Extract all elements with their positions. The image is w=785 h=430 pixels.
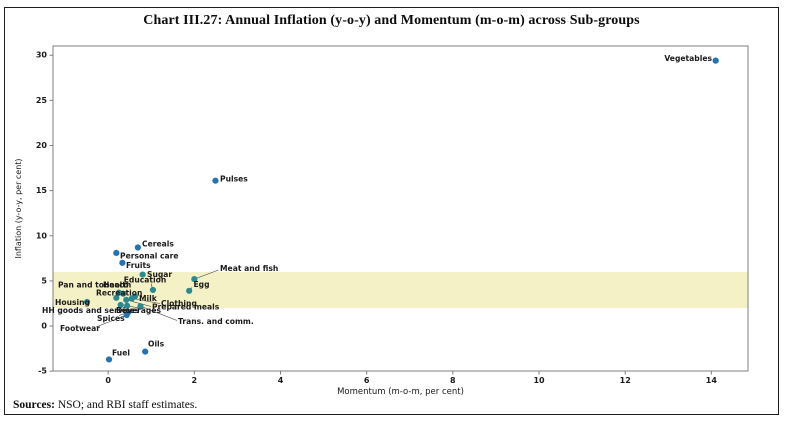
tolerance-band	[53, 271, 748, 308]
x-tick-label: 10	[533, 376, 545, 385]
y-tick-label: 0	[41, 322, 47, 331]
data-point	[712, 57, 719, 64]
point-label: Beverages	[116, 306, 161, 315]
point-label: Spices	[97, 314, 125, 323]
data-point	[186, 287, 193, 294]
data-point	[139, 271, 146, 278]
label-leader-line	[95, 314, 127, 328]
point-label: Egg	[194, 280, 210, 289]
point-label: Clothing	[161, 299, 197, 308]
y-tick-label: 25	[36, 96, 48, 105]
point-label: Footwear	[60, 324, 100, 333]
data-point	[123, 296, 130, 303]
point-label: Personal care	[120, 252, 179, 261]
x-tick-label: 0	[105, 376, 111, 385]
data-point	[149, 286, 157, 294]
label-leader-line	[131, 298, 161, 304]
figure-border	[4, 7, 779, 415]
data-point	[212, 177, 219, 184]
data-point	[134, 244, 141, 251]
y-tick-label: 15	[36, 186, 48, 195]
y-tick-label: -5	[38, 367, 47, 376]
point-label: Sugar	[147, 270, 172, 279]
x-tick-label: 6	[364, 376, 370, 385]
y-tick-label: 10	[36, 231, 48, 240]
data-point	[123, 311, 130, 319]
point-label: Recreation	[96, 289, 142, 298]
data-point	[142, 348, 149, 355]
x-axis-title: Momentum (m-o-m, per cent)	[337, 387, 464, 397]
data-point	[117, 301, 124, 309]
label-leader-line	[140, 305, 178, 321]
data-point	[124, 302, 131, 309]
point-label: Housing	[55, 298, 90, 307]
chart-title: Chart III.27: Annual Inflation (y-o-y) a…	[143, 13, 640, 28]
data-point	[120, 290, 127, 297]
point-label: HH goods and services	[42, 306, 140, 315]
point-label: Fruits	[126, 261, 151, 270]
point-label: Milk	[139, 294, 158, 303]
x-tick-label: 2	[192, 376, 198, 385]
x-tick-label: 12	[620, 376, 631, 385]
sources-label: Sources:	[13, 399, 55, 411]
sources-text: NSO; and RBI staff estimates.	[54, 399, 198, 411]
data-point	[113, 294, 120, 301]
x-tick-label: 14	[706, 376, 718, 385]
data-point	[128, 295, 135, 302]
sources-note: Sources: NSO; and RBI staff estimates.	[13, 399, 197, 411]
point-label: Prepared meals	[152, 303, 220, 312]
x-tick-label: 8	[450, 376, 456, 385]
point-label: Pan and tobacco	[58, 281, 129, 290]
y-tick-label: 30	[36, 51, 48, 60]
data-point	[105, 356, 113, 363]
point-label: Oils	[148, 340, 165, 349]
plot-frame	[52, 45, 749, 372]
point-label: Education	[124, 276, 167, 285]
point-label: Health	[103, 281, 131, 290]
label-leader-line	[194, 269, 219, 280]
y-tick-label: 5	[41, 276, 47, 285]
point-label: Trans. and comm.	[178, 317, 254, 326]
point-label: Pulses	[220, 175, 248, 184]
data-point	[113, 249, 120, 257]
point-label: Cereals	[142, 240, 174, 249]
y-tick-label: 20	[36, 141, 48, 150]
label-leader-line	[120, 304, 141, 309]
data-point	[83, 298, 91, 306]
data-point	[119, 259, 126, 266]
y-axis-title: Inflation (y-o-y, per cent)	[14, 158, 23, 258]
point-label: Meat and fish	[220, 264, 278, 273]
point-label: Vegetables	[664, 54, 712, 63]
data-point	[137, 303, 144, 310]
data-point	[191, 275, 198, 283]
point-label: Fuel	[112, 349, 130, 358]
x-tick-label: 4	[278, 376, 284, 385]
